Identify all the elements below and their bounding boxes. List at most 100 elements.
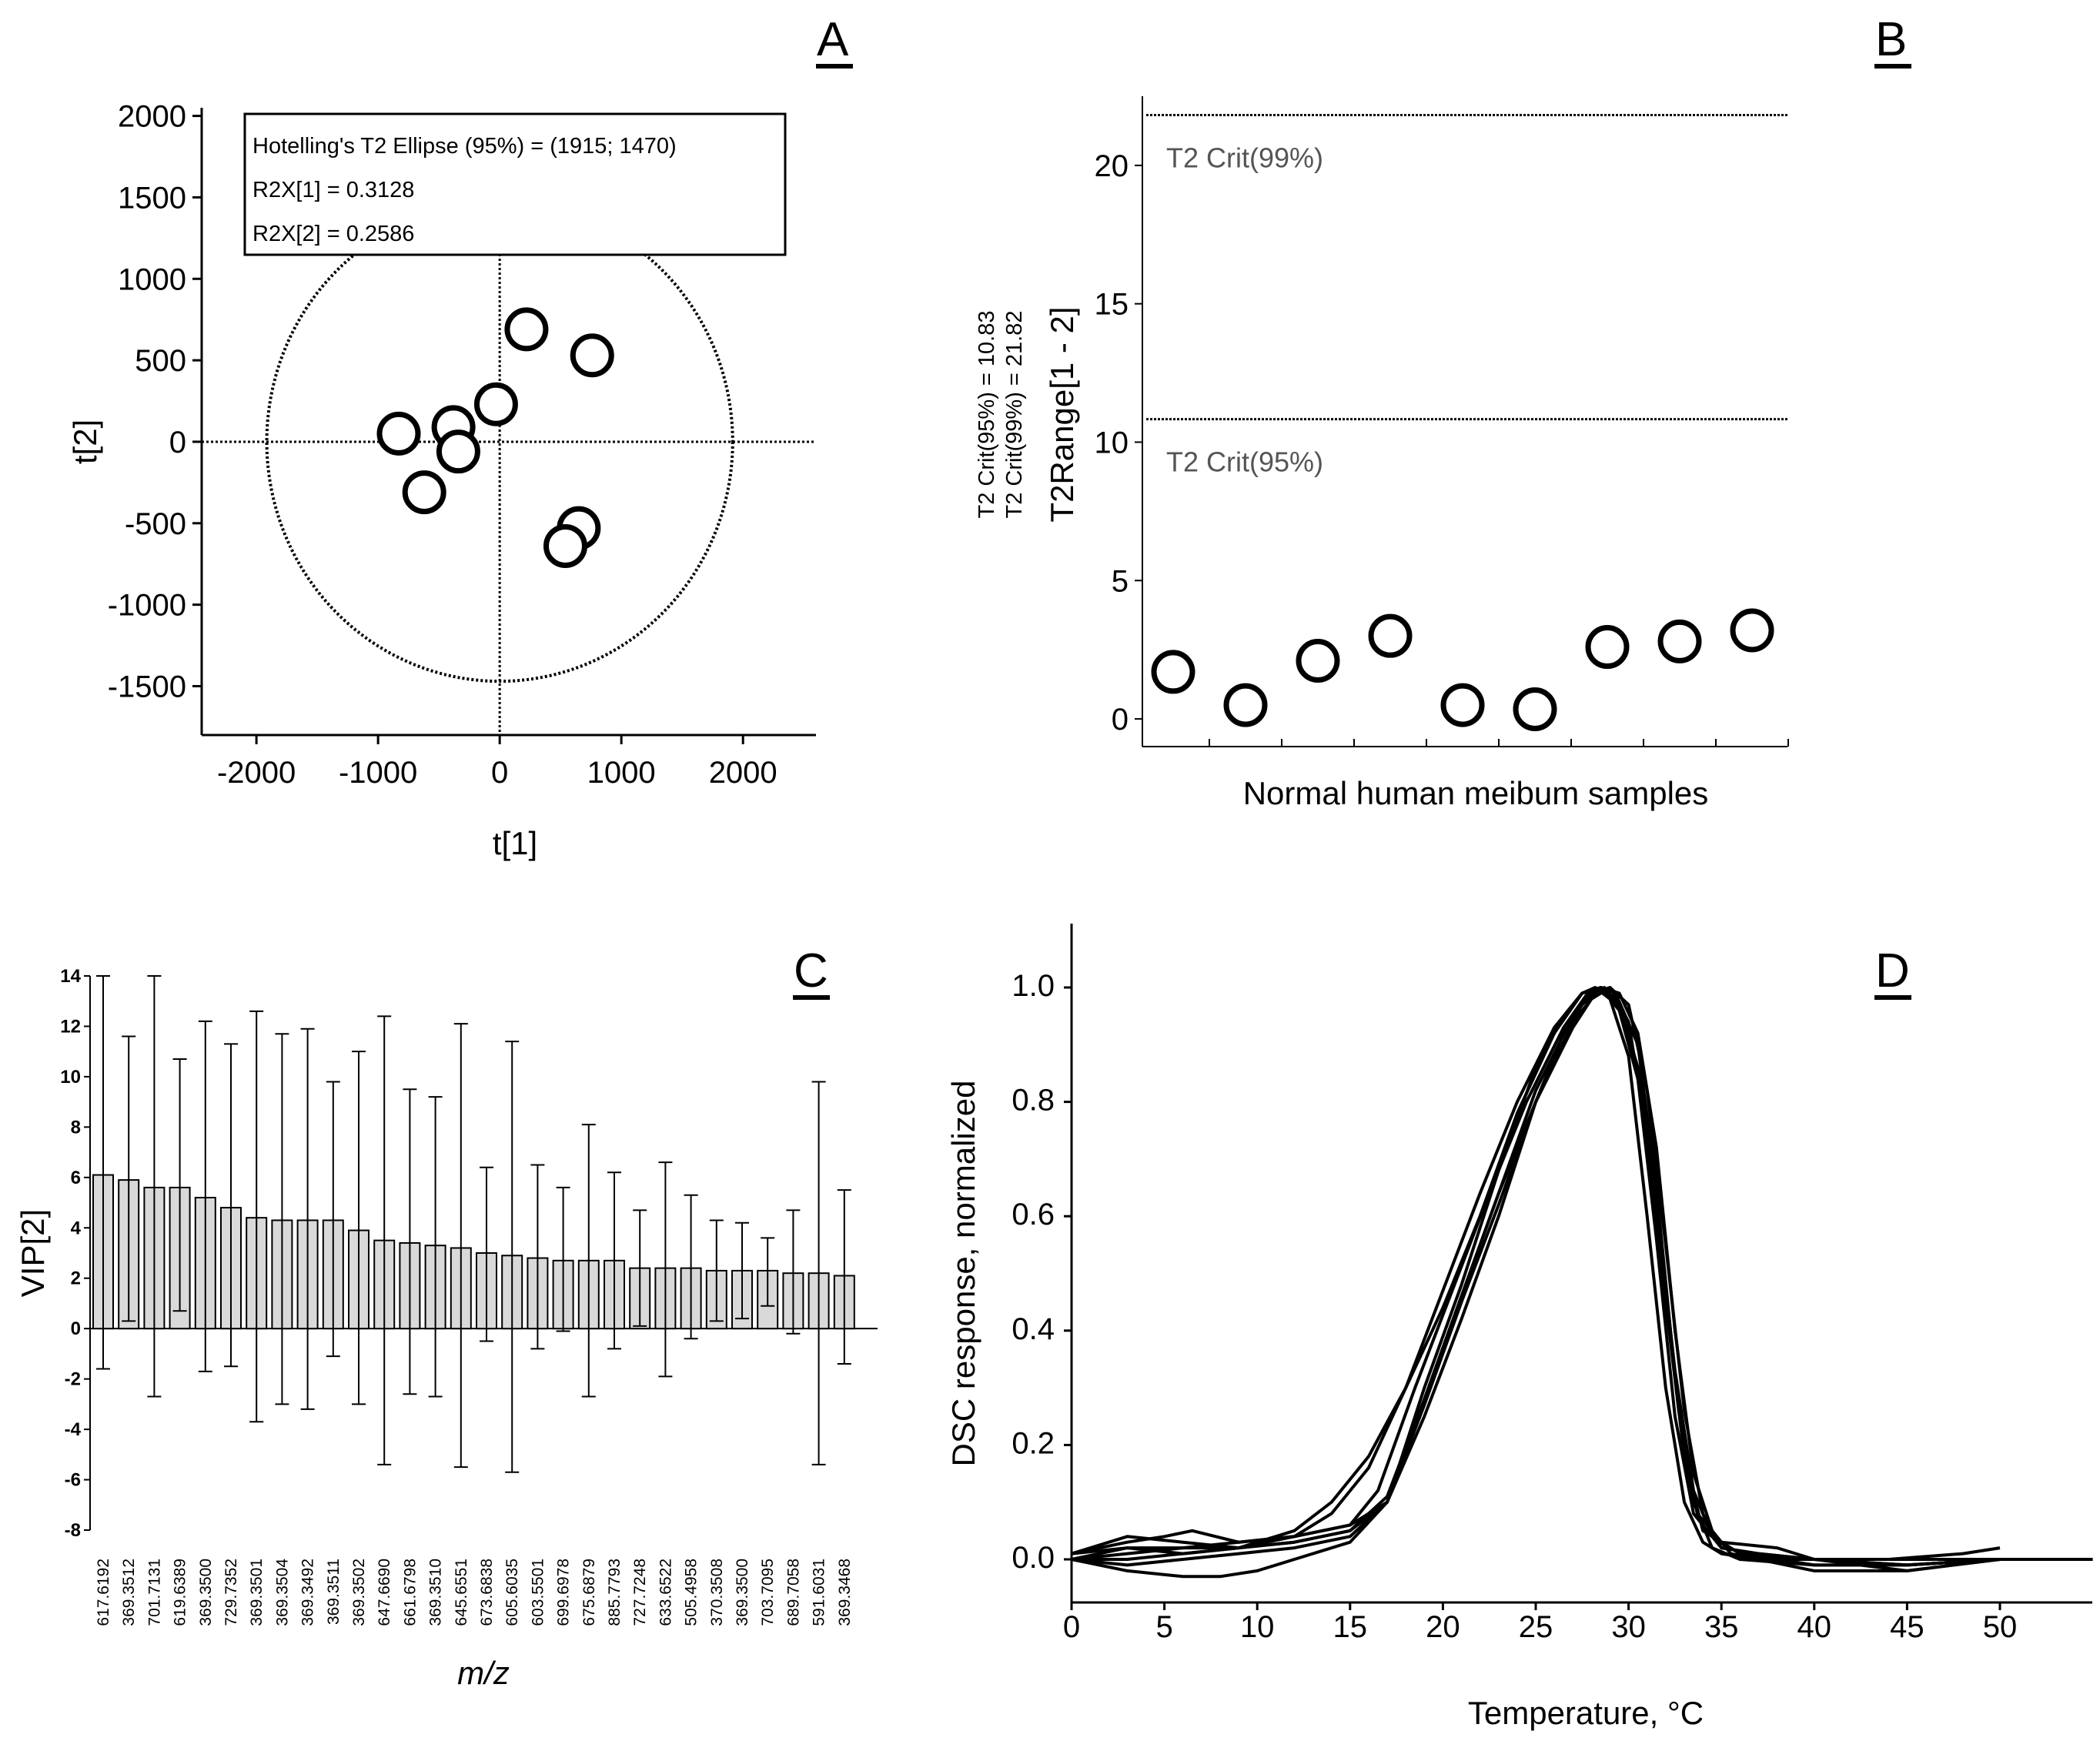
panel-a-y-tick-label: -500 bbox=[125, 507, 186, 541]
panel-a-legend-box bbox=[243, 112, 787, 256]
panel-a-x-tick-label: -1000 bbox=[339, 756, 417, 790]
panel-b-sample-point bbox=[1585, 625, 1630, 670]
panel-b-sample-point bbox=[1296, 639, 1340, 683]
panel-d-dsc-curve bbox=[1071, 986, 2093, 1572]
panel-c-y-tick-label: 8 bbox=[71, 1117, 81, 1138]
panel-c-x-tick-label: 647.6690 bbox=[376, 1559, 393, 1626]
panel-b-sample-point bbox=[1223, 683, 1268, 727]
panel-d-y-tick-label: 0.0 bbox=[1012, 1541, 1055, 1575]
panel-a-score-point bbox=[376, 411, 421, 456]
panel-d-x-tick-label: 25 bbox=[1519, 1610, 1553, 1644]
panel-d-y-tick-label: 0.2 bbox=[1012, 1426, 1055, 1460]
panel-c-x-tick-label: 675.6879 bbox=[580, 1559, 598, 1626]
panel-c-y-tick-label: 6 bbox=[71, 1168, 81, 1188]
panel-d-x-axis-label: Temperature, °C bbox=[1468, 1695, 1704, 1731]
panel-b-y-tick-label: 5 bbox=[1112, 564, 1129, 598]
panel-c-x-axis-label: m/z bbox=[457, 1655, 510, 1691]
panel-c-x-tick-label: 505.4958 bbox=[683, 1559, 701, 1626]
panel-c-x-tick-label: 369.3512 bbox=[120, 1559, 138, 1626]
panel-c-x-tick-label: 617.6192 bbox=[95, 1559, 112, 1626]
panel-letter-a: A bbox=[817, 13, 849, 66]
panel-c-x-tick-label: 885.7793 bbox=[606, 1559, 624, 1626]
panel-d-x-tick-label: 40 bbox=[1797, 1610, 1832, 1644]
panel-b-y-tick-label: 10 bbox=[1095, 426, 1129, 459]
panel-d-x-tick-label: 20 bbox=[1426, 1610, 1460, 1644]
panel-d-dsc-curve bbox=[1071, 986, 2001, 1561]
panel-a-legend-line: Hotelling's T2 Ellipse (95%) = (1915; 14… bbox=[252, 134, 677, 159]
panel-d-dsc-curve bbox=[1071, 986, 2001, 1567]
panel-c-x-tick-label: 727.7248 bbox=[631, 1559, 649, 1626]
panel-b-y-tick-label: 15 bbox=[1095, 288, 1129, 322]
panel-b-crit-label: T2 Crit(99%) bbox=[1166, 142, 1323, 173]
panel-a-y-tick-label: 1000 bbox=[118, 262, 186, 296]
panel-c-x-tick-label: 369.3492 bbox=[299, 1559, 317, 1626]
panel-b-sample-point bbox=[1730, 608, 1774, 653]
panel-c-x-tick-label: 729.7352 bbox=[222, 1559, 240, 1626]
panel-a-y-tick-label: -1500 bbox=[108, 670, 186, 703]
panel-d-x-tick-label: 30 bbox=[1611, 1610, 1646, 1644]
panel-c-x-tick-label: 703.7095 bbox=[759, 1559, 777, 1626]
panel-a-score-point bbox=[504, 307, 549, 352]
panel-b-y-tick-label: 20 bbox=[1095, 149, 1129, 183]
panel-a-hotelling-ellipse bbox=[265, 200, 734, 683]
panel-c-x-tick-label: 619.6389 bbox=[172, 1559, 189, 1626]
panel-a-score-plot: -1500 -1000 -500 0 500 1000 1500 2000 -2000 -1000… bbox=[67, 100, 816, 861]
panel-c-x-tick-label: 369.3511 bbox=[325, 1559, 343, 1625]
panel-c-x-tick-label: 369.3501 bbox=[248, 1559, 266, 1626]
panel-c-x-tick-label: 369.3502 bbox=[350, 1559, 368, 1626]
panel-a-y-axis-label: t[2] bbox=[67, 419, 103, 464]
panel-letter-d: D bbox=[1875, 944, 1910, 997]
panel-b-sample-point bbox=[1513, 687, 1557, 731]
panel-c-x-tick-label: 591.6031 bbox=[811, 1559, 828, 1626]
panel-c-y-tick-label: 0 bbox=[71, 1318, 81, 1339]
panel-c-y-tick-label: 10 bbox=[60, 1067, 81, 1088]
panel-c-x-tick-label: 369.3500 bbox=[197, 1559, 215, 1626]
panel-c-y-tick-label: 14 bbox=[60, 966, 81, 987]
panel-letter-c: C bbox=[794, 944, 828, 997]
panel-d-x-tick-label: 10 bbox=[1240, 1610, 1275, 1644]
panel-d-dsc-curve bbox=[1071, 986, 2075, 1572]
panel-c-x-tick-label: 369.3510 bbox=[427, 1559, 445, 1626]
panel-b-crit-info: T2 Crit(99%) = 21.82 bbox=[1002, 311, 1027, 519]
panel-d-x-tick-label: 45 bbox=[1890, 1610, 1924, 1644]
panel-a-y-tick-label: 1500 bbox=[118, 181, 186, 215]
panel-c-y-tick-label: 2 bbox=[71, 1268, 81, 1289]
panel-a-score-point bbox=[402, 470, 446, 515]
panel-d-dsc-line-chart: 0.0 0.2 0.4 0.6 0.8 1.0 0 5 10 15 20 25 30 35 40 45 50 Te… bbox=[945, 924, 2093, 1731]
panel-a-score-point bbox=[436, 429, 480, 474]
panel-a-score-point bbox=[473, 382, 518, 426]
panel-c-y-tick-label: -6 bbox=[65, 1470, 81, 1491]
panel-b-sample-point bbox=[1440, 683, 1485, 727]
panel-b-crit-label: T2 Crit(95%) bbox=[1166, 446, 1323, 478]
panel-c-y-axis-label: VIP[2] bbox=[15, 1209, 51, 1297]
panel-d-y-tick-label: 0.6 bbox=[1012, 1198, 1055, 1231]
panel-c-y-tick-label: 4 bbox=[71, 1218, 82, 1238]
panel-c-x-tick-label: 605.6035 bbox=[503, 1559, 521, 1626]
panel-c-x-tick-label: 369.3468 bbox=[836, 1559, 854, 1626]
panel-b-y-tick-label: 0 bbox=[1112, 703, 1129, 737]
panel-d-y-tick-label: 0.4 bbox=[1012, 1312, 1055, 1346]
panel-c-x-tick-label: 645.6551 bbox=[453, 1559, 470, 1626]
panel-c-x-tick-label: 701.7131 bbox=[145, 1559, 163, 1626]
panel-c-x-tick-label: 369.3504 bbox=[273, 1559, 291, 1626]
panel-d-x-tick-label: 50 bbox=[1983, 1610, 2018, 1644]
panel-a-legend-line: R2X[2] = 0.2586 bbox=[252, 222, 414, 246]
panel-c-x-tick-label: 699.6978 bbox=[555, 1559, 573, 1626]
panel-a-x-axis-label: t[1] bbox=[493, 825, 537, 861]
panel-c-x-tick-label: 633.6522 bbox=[657, 1559, 674, 1626]
panel-d-y-tick-label: 0.8 bbox=[1012, 1084, 1055, 1118]
panel-d-x-tick-label: 5 bbox=[1155, 1610, 1172, 1644]
panel-a-y-tick-label: 500 bbox=[135, 344, 186, 378]
panel-c-x-tick-label: 370.3508 bbox=[708, 1559, 726, 1626]
panel-b-crit-info: T2 Crit(95%) = 10.83 bbox=[975, 311, 999, 519]
panel-d-dsc-curve bbox=[1071, 986, 2001, 1567]
panel-a-x-tick-label: 2000 bbox=[709, 756, 777, 790]
panel-d-y-axis-label: DSC response, normalized bbox=[945, 1081, 981, 1467]
panel-b-t2range-plot: 0 5 10 15 20 T2 Crit(95%) T2 Crit(99%) Normal h… bbox=[975, 96, 1789, 811]
panel-d-y-tick-label: 1.0 bbox=[1012, 969, 1055, 1003]
panel-c-x-tick-label: 369.3500 bbox=[734, 1559, 751, 1626]
panel-a-legend-line: R2X[1] = 0.3128 bbox=[252, 178, 414, 202]
panel-c-y-tick-label: 12 bbox=[60, 1016, 81, 1037]
panel-a-score-point bbox=[570, 333, 614, 378]
